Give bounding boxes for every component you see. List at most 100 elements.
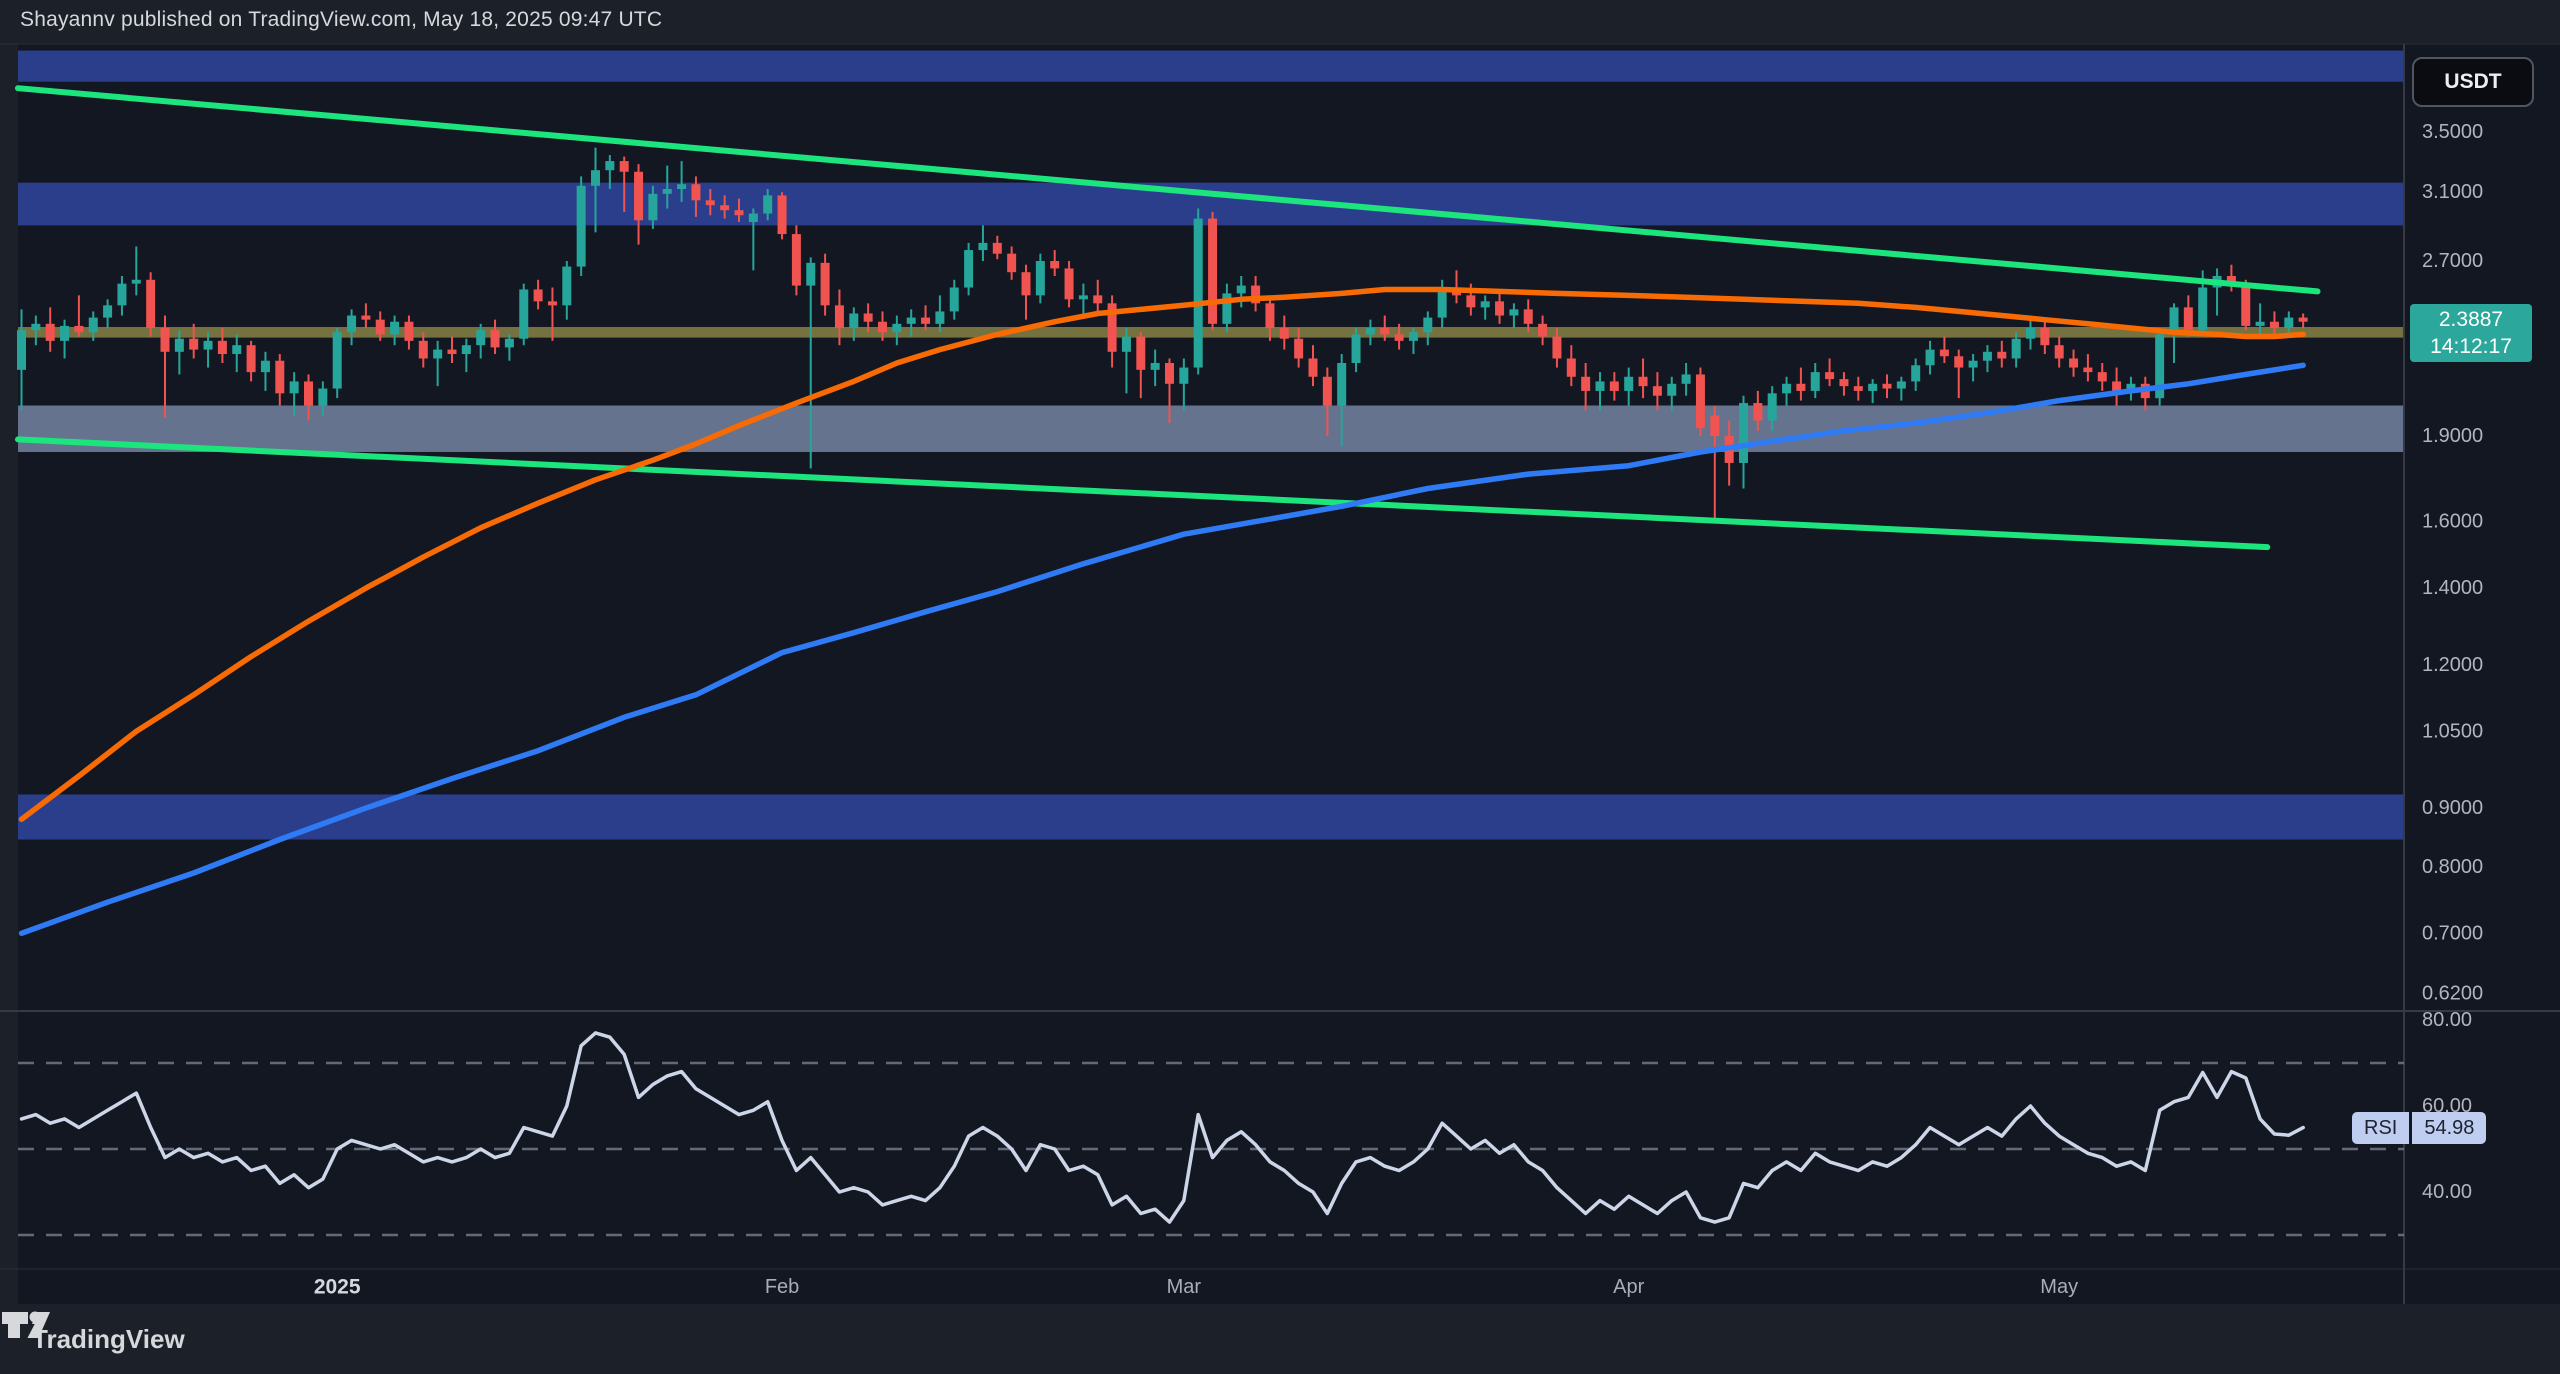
candle-body-up: [31, 323, 41, 331]
candle-body-up: [763, 195, 773, 214]
candle-body-down: [1523, 309, 1533, 324]
tradingview-brand-text: TradingView: [32, 1323, 185, 1354]
candle-body-down: [1581, 376, 1591, 391]
candle-body-up: [289, 381, 299, 394]
candle-body-down: [275, 360, 285, 394]
candle-body-down: [992, 242, 1002, 254]
candle-body-up: [2026, 328, 2035, 339]
candle-body-down: [634, 171, 644, 221]
chart-pane-background: [18, 44, 2560, 1304]
rsi-value-badge: RSI 54.98: [2352, 1112, 2487, 1144]
zone-support-1.9: [18, 405, 2404, 452]
price-axis-label: 0.9000: [2422, 797, 2483, 819]
candle-body-down: [1538, 323, 1548, 337]
candle-body-up: [1810, 372, 1820, 391]
candle-body-down: [1136, 336, 1146, 370]
candle-body-up: [60, 325, 70, 341]
time-axis-label-Apr: Apr: [1613, 1276, 1644, 1298]
candle-body-up: [476, 330, 486, 346]
candle-body-down: [146, 279, 156, 329]
candle-body-up: [1480, 301, 1490, 308]
price-axis-label: 0.6200: [2422, 983, 2483, 1005]
candle-body-up: [849, 313, 859, 329]
candle-body-down: [1552, 336, 1562, 359]
candle-body-up: [978, 242, 988, 251]
candle-body-up: [1739, 403, 1748, 463]
trendline-lower-descending: [15, 436, 2271, 551]
price-axis-label: 3.1000: [2422, 181, 2483, 203]
candle-body-down: [1652, 386, 1662, 396]
price-axis-label: 2.7000: [2422, 250, 2483, 272]
candle-body-up: [461, 345, 471, 355]
candle-body-up: [88, 317, 98, 333]
candle-body-up: [1868, 383, 1878, 391]
candle-body-down: [375, 319, 385, 335]
candle-body-down: [490, 330, 500, 348]
candle-body-up: [1351, 334, 1361, 363]
candle-body-up: [1911, 365, 1921, 382]
candle-body-up: [648, 193, 658, 221]
candle-body-down: [2226, 275, 2236, 286]
candle-body-up: [2155, 334, 2165, 399]
candle-body-down: [1265, 303, 1275, 329]
candle-body-up: [1423, 317, 1433, 333]
candle-countdown: 14:12:17: [2430, 335, 2512, 358]
candle-body-up: [591, 170, 600, 186]
candle-body-down: [1853, 386, 1863, 391]
candle-body-down: [1064, 268, 1074, 300]
candle-body-up: [1121, 336, 1131, 352]
candle-body-up: [2011, 338, 2021, 359]
candle-body-down: [1566, 358, 1576, 377]
candle-body-down: [1939, 349, 1949, 357]
price-axis-label: 1.6000: [2422, 511, 2483, 533]
price-axis-label: 1.0500: [2422, 720, 2483, 742]
candle-body-down: [1279, 328, 1289, 339]
price-axis-label: 1.2000: [2422, 654, 2483, 676]
candle-body-down: [533, 289, 543, 302]
candle-body-down: [720, 205, 730, 211]
candle-body-up: [1365, 328, 1375, 335]
candle-body-up: [748, 213, 758, 222]
candle-body-down: [2183, 307, 2193, 331]
candle-body-up: [1896, 381, 1906, 389]
candle-body-down: [1825, 372, 1835, 380]
rsi-label: RSI: [2364, 1116, 2398, 1139]
candle-body-up: [1078, 295, 1088, 300]
candle-body-up: [949, 287, 959, 312]
rsi-pane[interactable]: [18, 1012, 2404, 1268]
candle-body-down: [878, 321, 887, 333]
candle-body-up: [1681, 374, 1691, 384]
candle-body-up: [1222, 293, 1232, 324]
candle-body-up: [964, 250, 974, 288]
candle-body-down: [1954, 356, 1964, 368]
rsi-line: [19, 1031, 2305, 1224]
candle-body-down: [404, 321, 414, 341]
quote-currency-chip[interactable]: USDT: [2412, 57, 2534, 107]
candle-body-up: [504, 338, 514, 348]
price-axis-label: 1.9000: [2422, 425, 2483, 447]
candle-body-up: [1595, 381, 1605, 391]
candle-body-up: [1035, 261, 1045, 296]
time-axis[interactable]: [18, 1268, 2404, 1304]
candle-body-up: [17, 330, 26, 370]
footer-bar: TradingView: [0, 1304, 2560, 1374]
candle-body-down: [1251, 285, 1261, 304]
level-line-2.35: [18, 326, 2404, 338]
price-axis[interactable]: [2404, 44, 2560, 1268]
candle-body-down: [1322, 376, 1332, 406]
candle-body-down: [1882, 383, 1892, 389]
candle-body-up: [1236, 285, 1246, 294]
candle-body-down: [246, 345, 256, 373]
candle-body-down: [921, 317, 931, 324]
zone-resistance-upper: [18, 50, 2404, 82]
candle-body-up: [203, 340, 213, 350]
rsi-axis-label: 80.00: [2422, 1009, 2472, 1031]
trendline-upper-descending: [15, 85, 2321, 295]
candle-body-up: [2284, 317, 2294, 329]
candle-body-down: [820, 262, 830, 306]
candle-body-up: [1982, 351, 1992, 361]
candle-body-down: [45, 323, 55, 341]
main-price-pane[interactable]: [18, 44, 2404, 1010]
